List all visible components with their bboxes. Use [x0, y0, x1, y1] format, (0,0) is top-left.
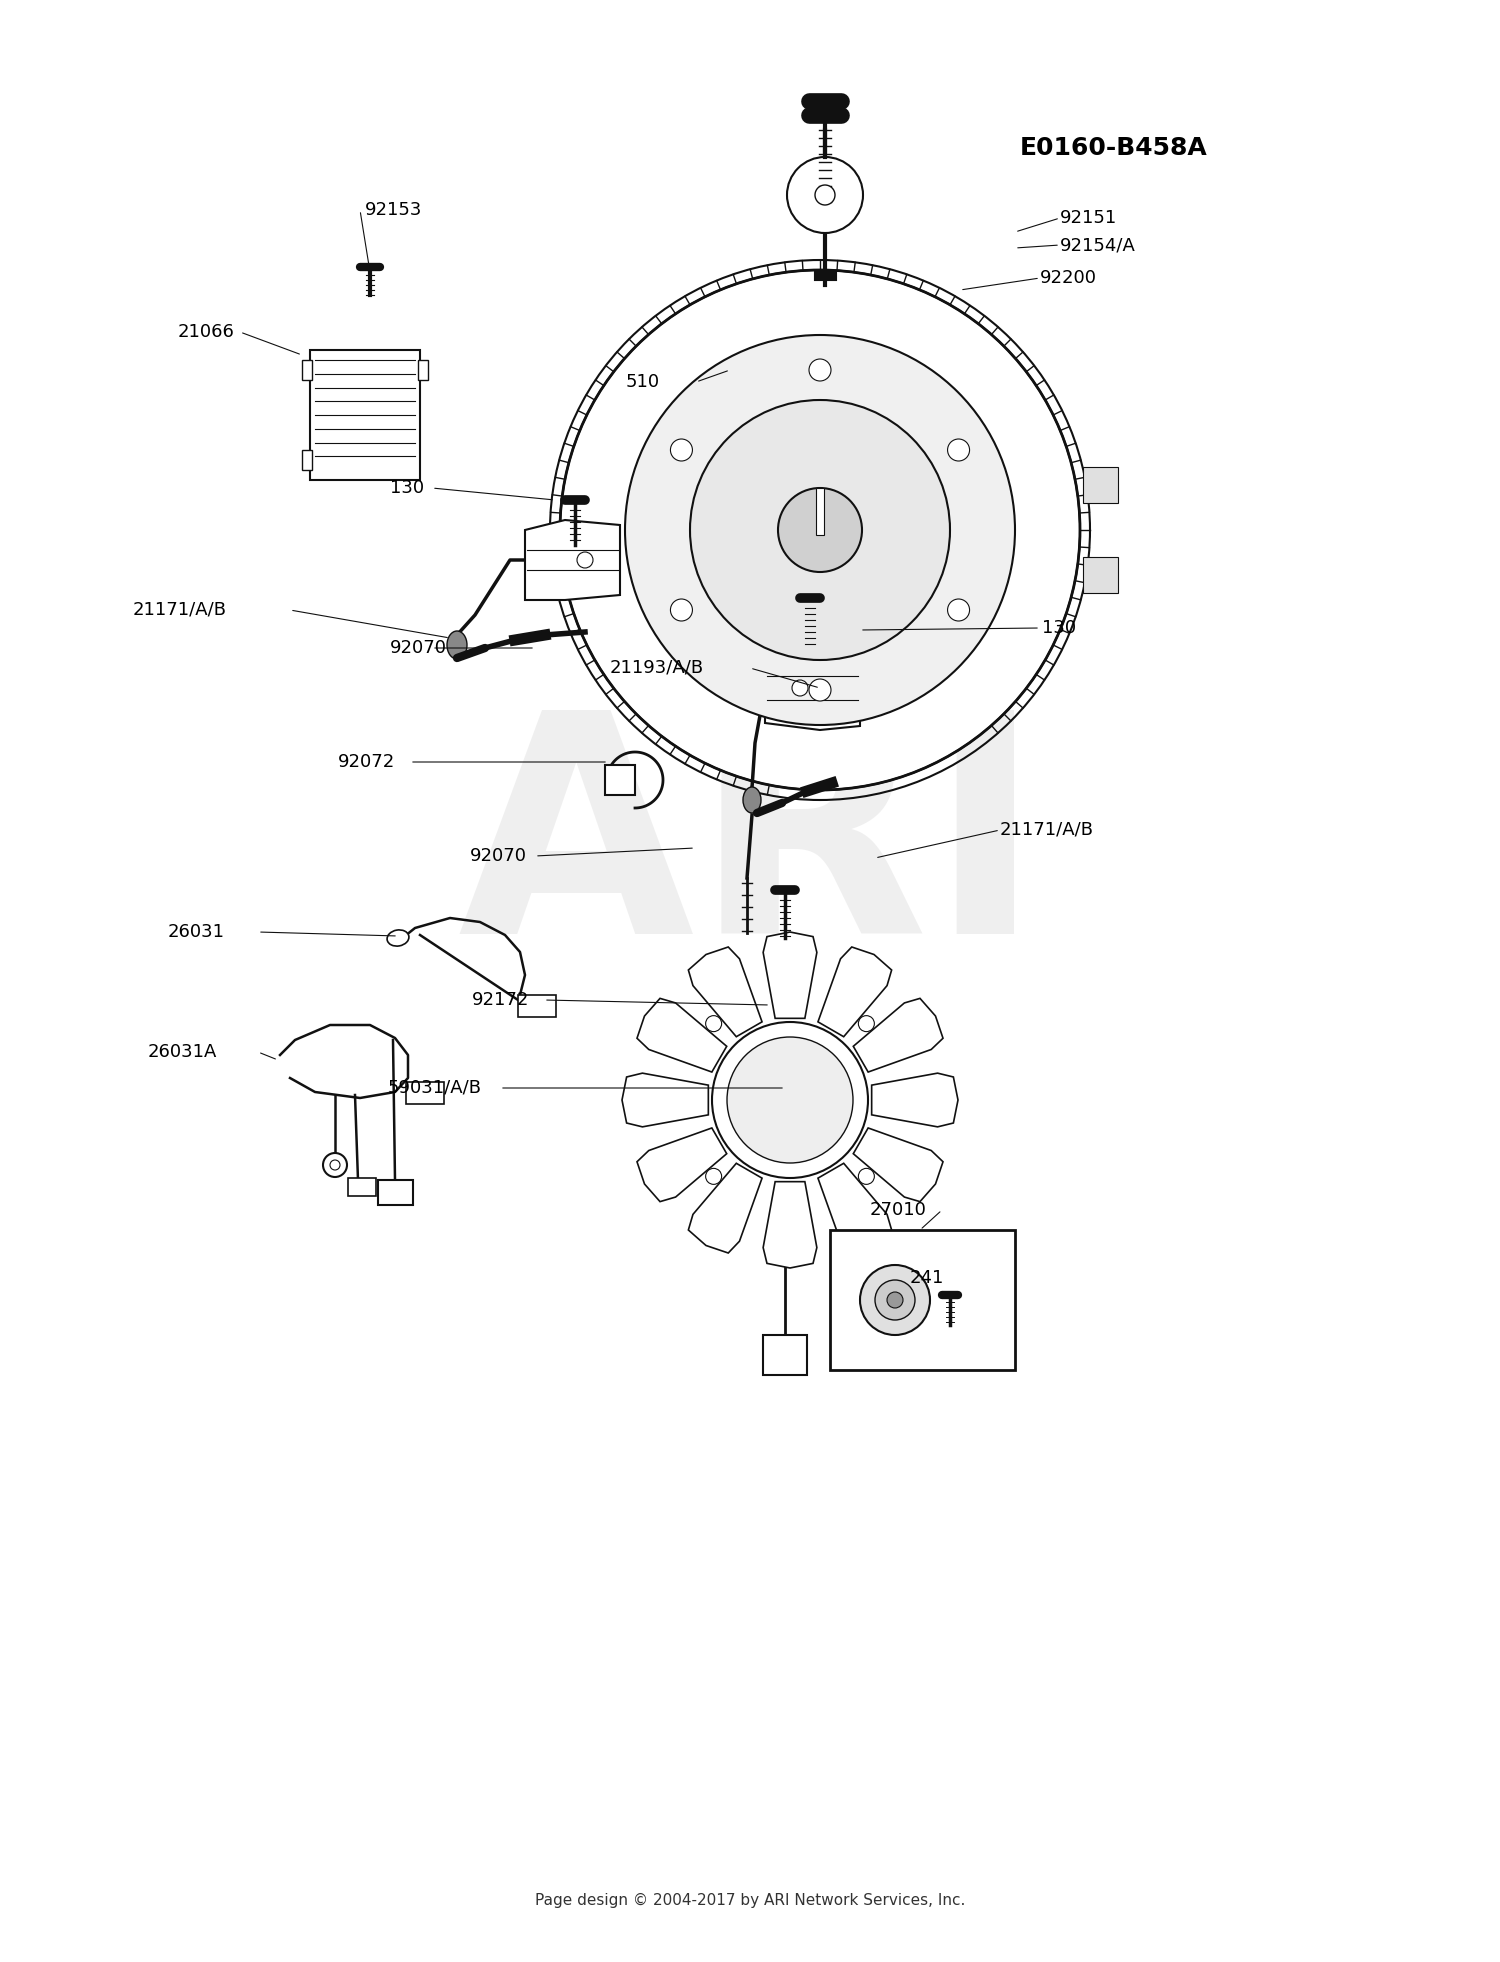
Circle shape	[330, 1160, 340, 1169]
Text: 27010: 27010	[870, 1201, 927, 1218]
Polygon shape	[853, 999, 944, 1071]
Circle shape	[712, 1022, 868, 1177]
Circle shape	[858, 1016, 874, 1032]
Text: 21171/A/B: 21171/A/B	[134, 600, 226, 618]
Circle shape	[560, 271, 1080, 791]
Text: 510: 510	[626, 373, 660, 390]
Text: 26031: 26031	[168, 922, 225, 942]
Polygon shape	[853, 1128, 944, 1201]
Circle shape	[948, 598, 969, 622]
Circle shape	[578, 551, 592, 569]
Bar	[419, 359, 428, 381]
Ellipse shape	[387, 930, 410, 946]
Circle shape	[705, 1167, 722, 1185]
Circle shape	[778, 489, 862, 573]
Polygon shape	[638, 1128, 726, 1201]
Polygon shape	[688, 1163, 762, 1254]
Bar	[764, 1334, 807, 1375]
Circle shape	[626, 336, 1016, 726]
Text: 92070: 92070	[390, 640, 447, 657]
Ellipse shape	[447, 632, 466, 659]
Text: 92151: 92151	[1060, 210, 1118, 228]
Text: 21171/A/B: 21171/A/B	[1000, 820, 1094, 840]
Bar	[310, 349, 420, 481]
Bar	[378, 1179, 412, 1205]
Circle shape	[670, 439, 693, 461]
Polygon shape	[871, 1073, 958, 1126]
Bar	[1083, 557, 1118, 593]
Polygon shape	[765, 645, 859, 730]
Bar	[302, 449, 312, 471]
Text: 130: 130	[390, 479, 424, 496]
Text: ARI: ARI	[458, 702, 1042, 999]
Bar	[830, 1230, 1016, 1369]
Circle shape	[858, 1167, 874, 1185]
Bar	[302, 359, 312, 381]
Text: E0160-B458A: E0160-B458A	[1020, 135, 1208, 161]
Text: 21193/A/B: 21193/A/B	[610, 659, 704, 677]
Circle shape	[859, 1265, 930, 1334]
Text: 21066: 21066	[178, 324, 236, 341]
Bar	[816, 489, 824, 536]
Polygon shape	[688, 948, 762, 1036]
Circle shape	[705, 1016, 722, 1032]
Polygon shape	[764, 932, 818, 1018]
Bar	[406, 1081, 444, 1105]
Text: 92072: 92072	[338, 753, 396, 771]
Circle shape	[690, 400, 950, 659]
Text: 92153: 92153	[364, 200, 423, 220]
Polygon shape	[638, 999, 726, 1071]
Text: 130: 130	[1042, 618, 1076, 638]
Bar	[604, 765, 634, 795]
Polygon shape	[622, 1073, 708, 1126]
Polygon shape	[818, 948, 891, 1036]
Text: Page design © 2004-2017 by ARI Network Services, Inc.: Page design © 2004-2017 by ARI Network S…	[536, 1893, 964, 1907]
Circle shape	[808, 679, 831, 700]
Circle shape	[322, 1154, 346, 1177]
Ellipse shape	[742, 787, 760, 812]
Bar	[348, 1177, 376, 1197]
Polygon shape	[818, 1163, 891, 1254]
Text: 92200: 92200	[1040, 269, 1096, 286]
Polygon shape	[764, 1181, 818, 1267]
Text: 26031A: 26031A	[148, 1044, 217, 1061]
Circle shape	[815, 184, 836, 204]
Bar	[1083, 467, 1118, 502]
Circle shape	[886, 1293, 903, 1309]
Text: 241: 241	[910, 1269, 945, 1287]
Circle shape	[627, 938, 952, 1264]
Text: 92070: 92070	[470, 848, 526, 865]
Text: 59031/A/B: 59031/A/B	[388, 1079, 482, 1097]
Circle shape	[670, 598, 693, 622]
Circle shape	[792, 681, 808, 697]
Text: 92154/A: 92154/A	[1060, 235, 1136, 253]
Bar	[518, 995, 556, 1016]
Circle shape	[808, 359, 831, 381]
Circle shape	[788, 157, 862, 233]
Circle shape	[948, 439, 969, 461]
Circle shape	[728, 1038, 854, 1163]
Text: 92172: 92172	[472, 991, 530, 1008]
Polygon shape	[525, 520, 620, 600]
Circle shape	[874, 1279, 915, 1320]
